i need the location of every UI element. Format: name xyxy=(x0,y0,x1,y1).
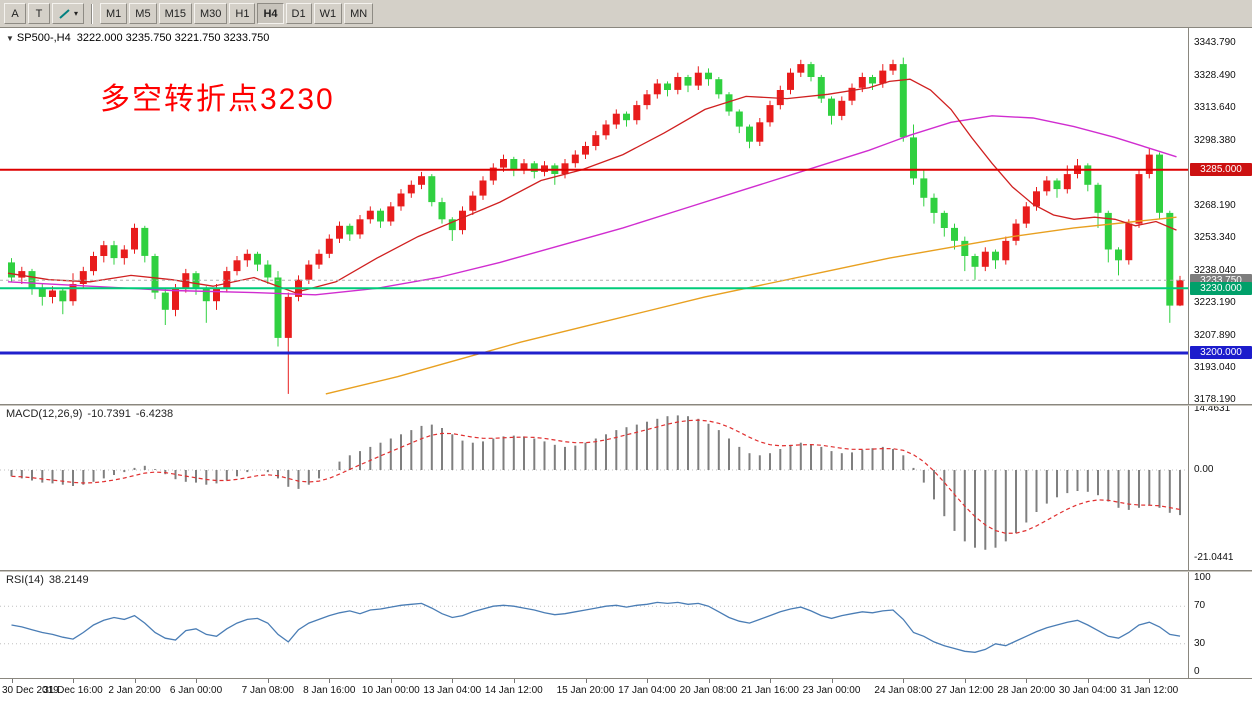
time-axis-label: 10 Jan 00:00 xyxy=(361,685,420,696)
macd-panel[interactable]: MACD(12,26,9) -10.7391 -6.4238 xyxy=(0,406,1188,570)
time-axis-label: 20 Jan 08:00 xyxy=(679,685,738,696)
price-axis-tick: 3238.040 xyxy=(1194,264,1236,276)
price-axis-tick: 3268.190 xyxy=(1194,199,1236,211)
time-axis-tick xyxy=(196,679,197,683)
time-axis-label: 31 Jan 12:00 xyxy=(1120,685,1179,696)
rsi-canvas xyxy=(0,601,1188,653)
timeframe-buttons: M1 M5 M15 M30 H1 H4 D1 W1 MN xyxy=(100,3,374,24)
price-axis-column[interactable]: 3343.790 3328.490 3313.640 3298.380 3268.190… xyxy=(1188,28,1252,678)
panel-splitter-rsi[interactable] xyxy=(0,570,1252,572)
chart-annotation-text: 多空转折点3230 xyxy=(100,83,335,116)
time-axis-tick xyxy=(831,679,833,683)
macd-main-value: -10.7391 xyxy=(87,408,131,420)
price-axis-tick: 3253.340 xyxy=(1194,231,1236,243)
time-axis-tick xyxy=(267,679,269,683)
macd-axis-tick: 0.00 xyxy=(1194,464,1214,475)
drawing-tool-dropdown-button[interactable]: ▾ xyxy=(52,3,85,24)
rsi-value: 38.2149 xyxy=(48,574,89,586)
time-axis-label: 13 Jan 04:00 xyxy=(423,685,482,696)
time-axis-tick xyxy=(134,679,136,683)
rsi-axis-tick: 100 xyxy=(1194,572,1211,583)
time-axis-label: 27 Jan 12:00 xyxy=(935,685,994,696)
timeframe-button-h1[interactable]: H1 xyxy=(229,3,256,24)
time-axis-tick xyxy=(513,679,515,683)
line-tool-icon xyxy=(59,8,70,19)
macd-axis-tick: 14.4631 xyxy=(1194,403,1231,415)
timeframe-button-m5[interactable]: M5 xyxy=(129,3,157,24)
time-axis-label: 21 Jan 16:00 xyxy=(741,685,799,696)
price-axis-tick: 3343.790 xyxy=(1194,37,1236,48)
time-axis-tick xyxy=(329,679,331,683)
time-axis-tick xyxy=(770,679,771,683)
rsi-axis-tick: 0 xyxy=(1194,666,1200,677)
price-axis-tick: 3193.040 xyxy=(1194,361,1236,373)
tool-button-t[interactable]: T xyxy=(28,3,50,24)
time-axis-label: 2 Jan 20:00 xyxy=(108,685,161,696)
macd-label: MACD(12,26,9) -10.7391 -6.4238 xyxy=(6,408,178,420)
time-axis-label: 8 Jan 16:00 xyxy=(303,685,356,696)
time-axis-label: 7 Jan 08:00 xyxy=(241,685,294,696)
time-axis-label: 17 Jan 04:00 xyxy=(618,685,676,696)
price-badge-3230.000: 3230.000 xyxy=(1190,281,1252,295)
price-axis-tick: 3207.890 xyxy=(1194,329,1236,341)
rsi-name: RSI(14) xyxy=(6,574,44,586)
time-axis-label: 30 Jan 04:00 xyxy=(1058,685,1117,696)
time-axis-tick xyxy=(452,679,454,683)
time-axis-tick xyxy=(964,679,966,683)
timeframe-button-m15[interactable]: M15 xyxy=(158,3,192,24)
tool-button-a[interactable]: A xyxy=(4,3,26,24)
toolbar-separator xyxy=(91,3,94,24)
chart-ohlc-values: 3222.000 3235.750 3221.750 3233.750 xyxy=(76,32,270,44)
time-axis[interactable]: 30 Dec 2019 31 Dec 16:00 2 Jan 20:00 6 Jan … xyxy=(0,678,1252,701)
chevron-down-icon: ▾ xyxy=(74,9,79,18)
panel-splitter-macd[interactable] xyxy=(0,404,1252,406)
time-axis-tick xyxy=(1149,679,1151,683)
time-axis-label: 30 Dec 2019 xyxy=(2,685,59,696)
timeframe-button-w1[interactable]: W1 xyxy=(313,3,343,24)
time-axis-tick xyxy=(73,679,74,683)
macd-signal-value: -6.4238 xyxy=(135,408,174,420)
price-axis-tick: 3178.190 xyxy=(1194,394,1236,405)
chart-symbol-timeframe: SP500-,H4 xyxy=(16,32,71,44)
rsi-axis-tick: 70 xyxy=(1194,600,1206,612)
time-axis-label: 31 Dec 16:00 xyxy=(43,685,103,696)
macd-canvas xyxy=(0,415,1188,550)
price-axis-tick: 3298.380 xyxy=(1194,134,1236,146)
timeframe-button-m30[interactable]: M30 xyxy=(193,3,228,24)
rsi-axis-tick: 30 xyxy=(1194,637,1206,649)
time-axis-tick xyxy=(11,679,13,683)
macd-name: MACD(12,26,9) xyxy=(6,408,83,420)
timeframe-button-mn[interactable]: MN xyxy=(344,3,374,24)
time-axis-label: 15 Jan 20:00 xyxy=(556,685,615,696)
timeframe-button-m1[interactable]: M1 xyxy=(100,3,128,24)
rsi-label: RSI(14) 38.2149 xyxy=(6,574,94,586)
main-chart-panel[interactable]: ▼ SP500-,H4 3222.000 3235.750 3221.750 323… xyxy=(0,28,1188,404)
time-axis-label: 6 Jan 00:00 xyxy=(169,685,223,696)
price-axis-tick: 3223.190 xyxy=(1194,296,1236,308)
time-axis-tick xyxy=(647,679,648,683)
time-axis-tick xyxy=(390,679,392,683)
price-axis-tick: 3313.640 xyxy=(1194,101,1236,113)
price-axis-tick: 3328.490 xyxy=(1194,69,1236,81)
price-badge-3285.000: 3285.000 xyxy=(1190,163,1252,177)
time-axis-tick xyxy=(903,679,905,683)
timeframe-button-d1[interactable]: D1 xyxy=(285,3,312,24)
time-axis-tick xyxy=(585,679,587,683)
time-axis-tick xyxy=(1026,679,1028,683)
time-axis-label: 24 Jan 08:00 xyxy=(874,685,933,696)
time-axis-label: 23 Jan 00:00 xyxy=(802,685,861,696)
time-axis-tick xyxy=(708,679,710,683)
time-axis-label: 14 Jan 12:00 xyxy=(484,685,543,696)
time-axis-tick xyxy=(1087,679,1089,683)
timeframe-button-h4[interactable]: H4 xyxy=(257,3,284,24)
price-badge-3200.000: 3200.000 xyxy=(1190,346,1252,360)
chart-menu-triangle-icon[interactable]: ▼ xyxy=(6,34,14,43)
macd-axis-tick: -21.0441 xyxy=(1194,552,1234,564)
price-chart-canvas[interactable] xyxy=(0,28,1188,404)
chart-title: ▼ SP500-,H4 3222.000 3235.750 3221.750 323… xyxy=(6,32,269,44)
time-axis-label: 28 Jan 20:00 xyxy=(997,685,1056,696)
rsi-panel[interactable]: RSI(14) 38.2149 xyxy=(0,572,1188,678)
